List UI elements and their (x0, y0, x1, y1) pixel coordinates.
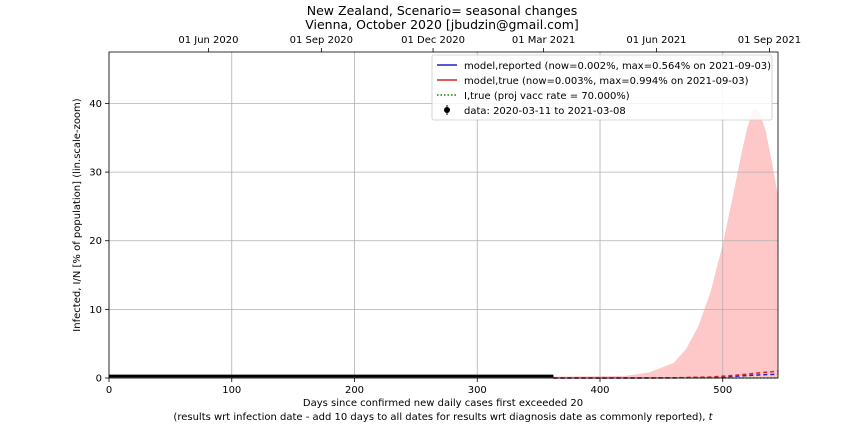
x-tick-label: 0 (106, 385, 112, 396)
top-tick-label: 01 Jun 2021 (626, 35, 686, 46)
y-tick-label: 40 (89, 99, 102, 110)
y-axis-label: Infected, I/N [% of population] (lin.sca… (72, 98, 83, 331)
x-tick-label: 300 (468, 385, 487, 396)
legend-label-itrue: I,true (proj vacc rate = 70.000%) (464, 91, 630, 102)
legend-box (431, 54, 773, 121)
uncertainty-band-layer (553, 109, 778, 378)
top-date-axis-ticks: 01 Jun 2020 01 Sep 2020 01 Dec 2020 01 Mar … (178, 35, 801, 52)
top-tick-label: 01 Jun 2020 (178, 35, 238, 46)
x-axis-label: Days since confirmed new daily cases fir… (303, 398, 583, 409)
y-tick-label: 20 (89, 236, 102, 247)
y-axis-ticks: 0 10 20 30 40 (89, 99, 109, 385)
x-tick-label: 100 (222, 385, 241, 396)
y-tick-label: 30 (89, 168, 102, 179)
y-tick-label: 0 (96, 374, 102, 385)
x-axis-ticks: 0 100 200 300 400 500 (106, 378, 732, 396)
top-tick-label: 01 Mar 2021 (512, 35, 575, 46)
x-tick-label: 200 (345, 385, 364, 396)
uncertainty-band (553, 109, 778, 378)
legend-label-true: model,true (now=0.003%, max=0.994% on 20… (464, 76, 749, 87)
x-axis-sublabel: (results wrt infection date - add 10 day… (173, 412, 713, 423)
plot-area-frame (108, 51, 779, 379)
legend-label-data: data: 2020-03-11 to 2021-03-08 (464, 106, 626, 117)
legend-swatch-data (444, 105, 450, 115)
x-tick-label: 400 (590, 385, 609, 396)
top-tick-label: 01 Sep 2020 (290, 35, 353, 46)
chart-title: New Zealand, Scenario= seasonal changes (307, 3, 577, 18)
top-tick-label: 01 Sep 2021 (738, 35, 801, 46)
legend-label-reported: model,reported (now=0.002%, max=0.564% o… (464, 61, 771, 72)
x-tick-label: 500 (713, 385, 732, 396)
y-tick-label: 10 (89, 305, 102, 316)
legend: model,reported (now=0.002%, max=0.564% o… (431, 54, 773, 121)
top-tick-label: 01 Dec 2020 (401, 35, 465, 46)
chart-subtitle: Vienna, October 2020 [jbudzin@gmail.com] (305, 17, 579, 32)
